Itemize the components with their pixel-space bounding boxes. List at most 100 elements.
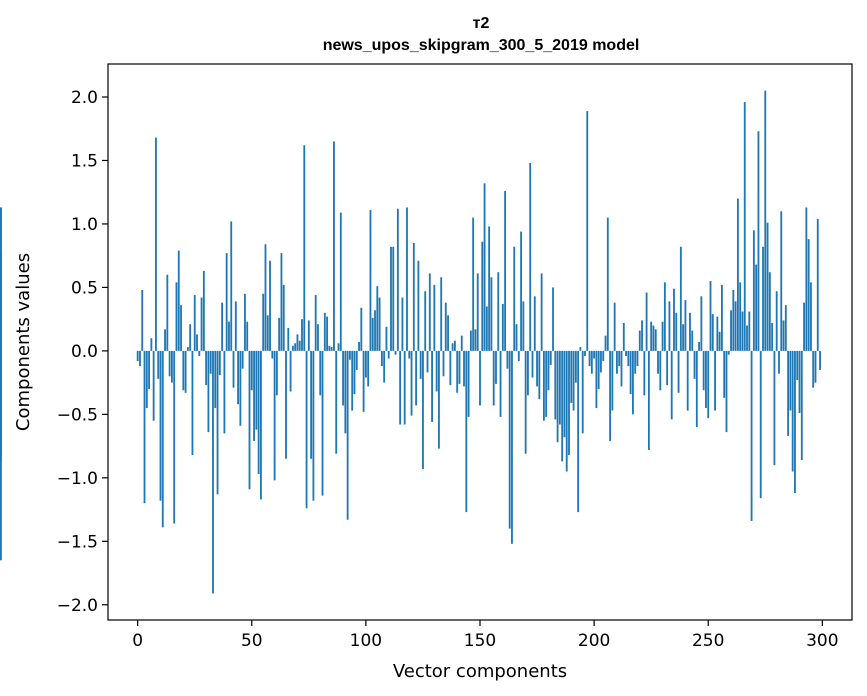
- bar: [419, 350, 422, 379]
- bar: [762, 246, 764, 351]
- bar: [250, 350, 253, 391]
- bar: [307, 320, 310, 351]
- bar: [707, 350, 710, 419]
- bar: [775, 291, 778, 351]
- bar: [670, 350, 673, 420]
- x-tick-label: 250: [692, 631, 724, 651]
- y-tick-label: 2.0: [71, 88, 98, 108]
- bar: [641, 320, 643, 351]
- bar: [479, 350, 481, 406]
- bar: [346, 350, 349, 520]
- bar: [739, 282, 742, 351]
- bar: [778, 350, 780, 374]
- bar: [0, 207, 2, 351]
- bar: [351, 350, 354, 411]
- bar: [652, 325, 655, 351]
- bar: [492, 350, 495, 406]
- bar: [800, 350, 803, 461]
- y-axis-ticks: −2.0 −1.5 −1.0 −0.5 0.0 0.5 1.0 1.5 2.0: [57, 88, 108, 616]
- bar: [166, 274, 169, 351]
- bar: [262, 293, 265, 351]
- bar: [568, 350, 570, 455]
- bar: [600, 350, 602, 373]
- bar: [682, 324, 685, 351]
- bar: [709, 281, 712, 351]
- bar: [143, 350, 146, 504]
- bar: [716, 316, 719, 351]
- bar: [314, 295, 317, 351]
- bar: [784, 305, 787, 351]
- bar: [460, 335, 463, 351]
- bar: [565, 350, 568, 472]
- bar: [675, 312, 678, 351]
- bar: [538, 350, 541, 400]
- bar: [358, 342, 360, 351]
- bar: [556, 350, 559, 443]
- bar: [139, 350, 141, 367]
- bar: [679, 246, 682, 351]
- bar: [511, 350, 513, 544]
- bar: [246, 321, 249, 351]
- chart-title: т2: [473, 15, 490, 32]
- bar: [547, 350, 550, 391]
- bar: [353, 350, 356, 395]
- bar: [746, 325, 748, 351]
- bar: [485, 306, 488, 351]
- bar: [686, 350, 689, 411]
- bar: [814, 350, 817, 383]
- bar: [269, 260, 271, 351]
- bar: [517, 350, 520, 362]
- bar: [412, 242, 415, 351]
- bar: [170, 350, 173, 383]
- bar: [228, 321, 230, 351]
- bar: [435, 350, 438, 392]
- bar: [417, 260, 420, 351]
- y-tick-label: 1.0: [71, 215, 98, 235]
- bar: [533, 296, 536, 351]
- bar: [278, 317, 281, 351]
- bar: [244, 293, 246, 351]
- bar: [214, 350, 217, 409]
- bar: [771, 322, 774, 351]
- bar: [803, 302, 805, 351]
- bar: [271, 350, 274, 359]
- bar: [374, 310, 376, 351]
- bar: [616, 350, 618, 374]
- bar: [328, 345, 331, 351]
- bar: [234, 301, 237, 351]
- bar: [613, 302, 616, 351]
- bar: [527, 350, 529, 396]
- bar: [257, 350, 260, 475]
- bar: [451, 343, 454, 351]
- bar: [816, 218, 819, 351]
- bar: [433, 284, 436, 351]
- bar: [497, 272, 500, 351]
- y-tick-label: −1.0: [57, 469, 98, 489]
- bar: [390, 246, 392, 351]
- bar: [444, 302, 447, 351]
- bar: [438, 350, 440, 449]
- bar: [282, 284, 285, 351]
- bar: [695, 350, 698, 428]
- bar: [472, 217, 475, 351]
- y-tick-label: 0.0: [71, 342, 98, 362]
- x-axis-label: Vector components: [393, 661, 567, 682]
- bar: [673, 288, 675, 351]
- bar: [230, 221, 233, 351]
- bar: [380, 350, 383, 367]
- x-tick-label: 150: [464, 631, 496, 651]
- bar: [410, 350, 413, 416]
- y-tick-label: −1.5: [57, 532, 98, 552]
- bar: [689, 312, 691, 351]
- bar: [317, 324, 319, 351]
- bar: [310, 350, 313, 459]
- bar: [782, 320, 785, 351]
- bar: [515, 324, 518, 351]
- x-tick-label: 0: [132, 631, 143, 651]
- bar: [663, 282, 666, 351]
- bar: [618, 350, 621, 367]
- bar: [335, 350, 338, 454]
- bar: [554, 350, 557, 420]
- bar: [791, 350, 794, 472]
- bar: [164, 329, 166, 351]
